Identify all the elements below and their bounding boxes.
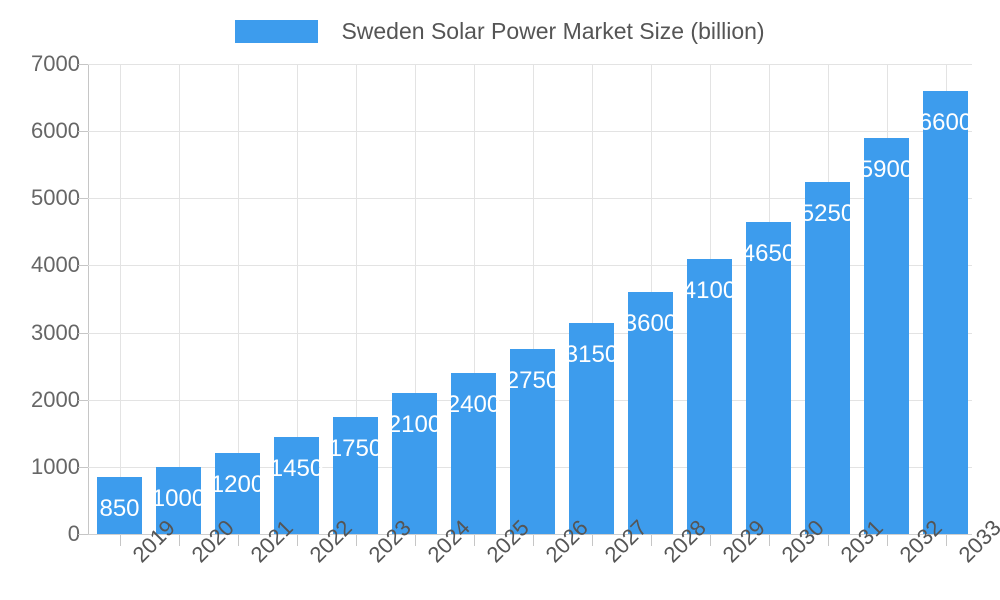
bar[interactable]: 2750 (506, 349, 559, 534)
x-axis-tick-mark (356, 535, 357, 546)
x-axis-tick-label: 2030 (776, 514, 829, 568)
y-axis-tick-label: 4000 (31, 252, 80, 278)
x-gridline (356, 64, 357, 534)
x-axis-tick-mark (415, 535, 416, 546)
y-axis-tick-mark (78, 198, 88, 200)
chart-legend: Sweden Solar Power Market Size (billion) (0, 14, 1000, 48)
y-axis-tick-label: 5000 (31, 185, 80, 211)
x-gridline (592, 64, 593, 534)
y-gridline (88, 534, 972, 535)
y-gridline (88, 64, 972, 65)
x-axis-tick-label: 2025 (481, 514, 534, 568)
bar[interactable]: 3150 (565, 322, 618, 534)
x-axis-tick-label: 2024 (422, 514, 475, 568)
legend-label: Sweden Solar Power Market Size (billion) (341, 17, 765, 44)
y-axis-tick-mark (78, 466, 88, 468)
y-axis-tick-mark (78, 399, 88, 401)
legend-color-swatch-icon (235, 19, 319, 43)
bar[interactable]: 5900 (860, 137, 913, 534)
bar-value-label: 5250 (800, 199, 855, 227)
bar[interactable]: 4650 (742, 221, 795, 534)
x-axis-ticks: 2019 2020 2021 2022 2023 2024 2025 2026 2027 2028… (88, 514, 1000, 600)
bar-value-label: 2750 (505, 367, 560, 395)
x-axis-tick-label: 2031 (835, 514, 888, 568)
y-gridline (88, 198, 972, 200)
x-axis-tick-label: 2027 (599, 514, 652, 568)
bar[interactable]: 850 (97, 476, 142, 534)
bar-value-label: 2400 (446, 390, 501, 418)
x-axis-tick-label: 2026 (540, 514, 593, 568)
y-gridline (88, 332, 972, 334)
x-axis-tick-mark (887, 535, 888, 546)
bar-value-label: 2100 (387, 411, 442, 438)
x-axis-tick-mark (651, 535, 652, 546)
y-axis-ticks: 0 1000 2000 3000 4000 5000 6000 7000 (0, 53, 1000, 545)
bar[interactable]: 6600 (919, 90, 972, 534)
bar-value-label: 1750 (328, 434, 383, 462)
y-axis-tick-label: 3000 (31, 319, 80, 345)
y-axis-tick-label: 6000 (31, 118, 80, 144)
x-axis-tick-mark (297, 535, 298, 546)
legend-item-sweden-solar-power-market-size[interactable]: Sweden Solar Power Market Size (billion) (235, 17, 765, 44)
bar-value-label: 1450 (269, 454, 324, 482)
x-axis-tick-mark (474, 535, 475, 546)
bar[interactable]: 4100 (683, 258, 736, 534)
x-axis-tick-mark (533, 535, 534, 546)
x-gridline (297, 64, 298, 534)
y-axis-tick-label: 2000 (31, 386, 80, 412)
x-gridline (533, 64, 534, 534)
bar-value-label: 3150 (564, 340, 619, 368)
y-gridline (88, 265, 972, 267)
x-axis-tick-label: 2020 (186, 514, 239, 568)
bar-value-label: 6600 (918, 108, 973, 136)
bar-value-label: 850 (99, 494, 140, 522)
bar[interactable]: 3600 (624, 292, 677, 534)
bar[interactable]: 2100 (388, 393, 441, 534)
bar-value-label: 5900 (859, 155, 914, 183)
x-axis-tick-label: 2033 (953, 514, 1000, 568)
x-axis-tick-mark (710, 535, 711, 546)
y-axis-tick-mark (78, 131, 88, 133)
bar-value-label: 1000 (151, 484, 206, 512)
x-gridline (120, 64, 121, 534)
y-axis-tick-label: 1000 (31, 453, 80, 479)
y-gridline (88, 131, 972, 133)
x-axis-tick-mark (828, 535, 829, 546)
bar[interactable]: 2400 (447, 372, 500, 534)
x-axis-tick-mark (592, 535, 593, 546)
bar-value-label: 1200 (210, 471, 265, 499)
plot-area: 850 1000 1200 1450 1750 2100 2400 2750 3150 3600 4… (88, 64, 972, 535)
x-axis-tick-label: 2019 (127, 514, 180, 568)
bar-value-label: 4650 (741, 239, 796, 267)
x-axis-tick-mark (769, 535, 770, 546)
x-axis-tick-label: 2028 (658, 514, 711, 568)
x-axis-tick-label: 2021 (245, 514, 298, 568)
bar-value-label: 4100 (682, 276, 737, 304)
y-axis-tick-mark (78, 534, 88, 535)
bar-value-label: 3600 (623, 310, 678, 338)
x-axis-tick-mark (946, 535, 947, 546)
x-gridline (238, 64, 239, 534)
x-axis-tick-mark (238, 535, 239, 546)
y-axis-line (88, 64, 89, 535)
x-axis-tick-label: 2022 (304, 514, 357, 568)
y-axis-tick-label: 7000 (31, 51, 80, 76)
x-axis-tick-label: 2032 (894, 514, 947, 568)
y-axis-tick-mark (78, 64, 88, 65)
x-axis-tick-label: 2029 (717, 514, 770, 568)
x-axis-tick-mark (120, 535, 121, 546)
y-axis-tick-mark (78, 332, 88, 334)
x-axis-tick-mark (179, 535, 180, 546)
y-axis-tick-mark (78, 265, 88, 267)
y-axis-tick-label: 0 (67, 521, 80, 546)
x-gridline (474, 64, 475, 534)
x-gridline (179, 64, 180, 534)
x-gridline (415, 64, 416, 534)
bar[interactable]: 5250 (801, 181, 854, 534)
x-axis-tick-label: 2023 (363, 514, 416, 568)
